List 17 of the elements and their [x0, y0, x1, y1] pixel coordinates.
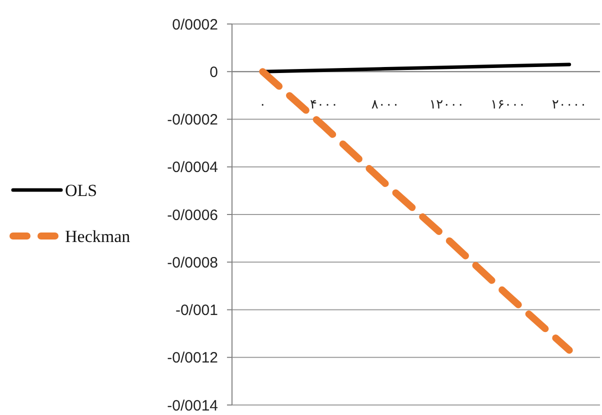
x-tick-label: ۰ — [259, 98, 266, 113]
y-tick-label: 0/0002 — [172, 16, 218, 34]
y-tick-label: -0/0002 — [167, 112, 218, 128]
legend-label: OLS — [65, 180, 98, 200]
legend-label: Heckman — [65, 226, 131, 246]
y-tick-label: -0/001 — [175, 302, 218, 319]
x-tick-label: ۴۰۰۰ — [310, 98, 338, 113]
y-tick-label: -0/0006 — [167, 206, 218, 224]
x-tick-label: ۸۰۰۰ — [371, 98, 400, 113]
y-tick-label: -0/0014 — [167, 397, 218, 414]
x-tick-label: ۱۲۰۰۰ — [429, 98, 464, 113]
x-tick-label: ۲۰۰۰۰ — [552, 98, 587, 113]
y-tick-label: -0/0008 — [167, 254, 218, 272]
y-tick-label: -0/0004 — [167, 159, 218, 176]
y-tick-label: 0 — [210, 64, 218, 81]
x-tick-label: ۱۶۰۰۰ — [490, 98, 526, 113]
y-tick-label: -0/0012 — [167, 350, 218, 367]
